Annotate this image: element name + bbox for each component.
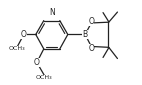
Text: O: O: [34, 58, 40, 67]
Text: N: N: [49, 8, 55, 17]
Text: B: B: [83, 30, 88, 39]
Text: O: O: [88, 44, 94, 53]
Text: O: O: [21, 30, 27, 39]
Text: OCH₃: OCH₃: [9, 46, 26, 51]
Text: OCH₃: OCH₃: [36, 75, 53, 80]
Text: O: O: [88, 17, 94, 26]
